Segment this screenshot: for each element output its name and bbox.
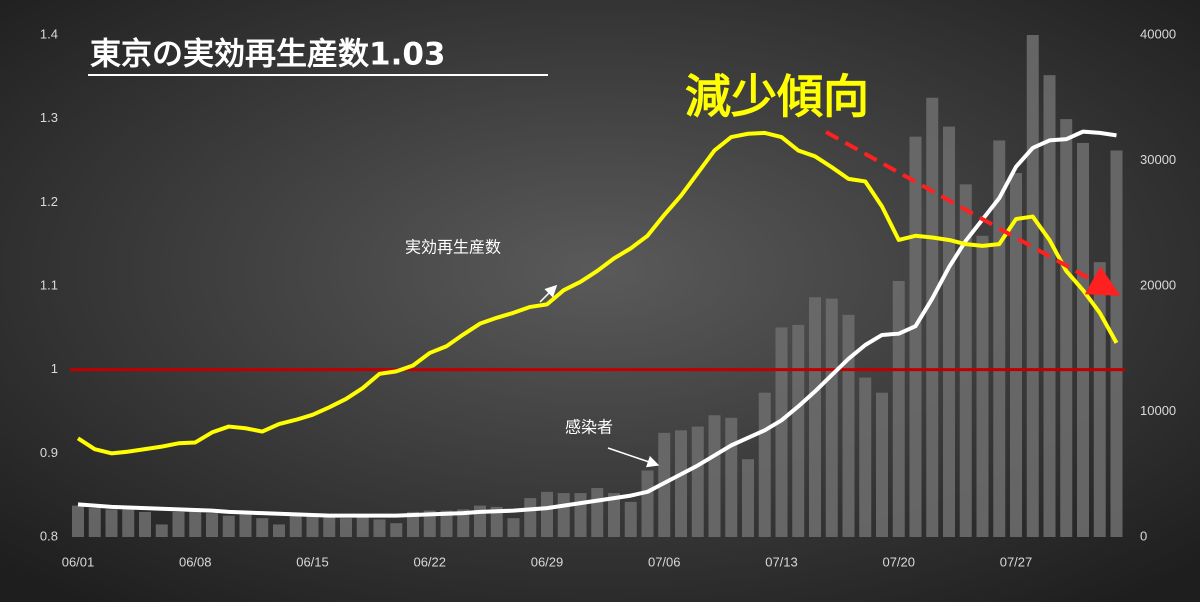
bar (1026, 35, 1039, 537)
bar (373, 519, 386, 537)
bar (122, 509, 135, 537)
bar (306, 514, 319, 537)
bar (1043, 75, 1056, 537)
x-tick-label: 06/15 (296, 554, 329, 569)
bar (758, 392, 771, 537)
chart-title: 東京の実効再生産数1.03 (90, 37, 446, 73)
bar (708, 415, 721, 537)
y-tick-label: 1.1 (40, 277, 58, 292)
bar (691, 426, 704, 537)
bar (842, 314, 855, 537)
y2-tick-label: 40000 (1140, 26, 1176, 41)
bar (323, 516, 336, 537)
y-tick-label: 1.4 (40, 26, 58, 41)
x-tick-label: 07/13 (765, 554, 798, 569)
bar (943, 126, 955, 538)
bar (1060, 119, 1073, 538)
y-tick-label: 0.9 (40, 445, 58, 460)
bar (356, 515, 369, 537)
bar (273, 524, 285, 537)
bar (792, 324, 805, 537)
bar (524, 498, 537, 537)
bar (976, 235, 989, 538)
y2-tick-label: 0 (1140, 528, 1147, 543)
bar (72, 505, 84, 537)
x-tick-label: 07/27 (1000, 554, 1033, 569)
bar (876, 392, 888, 537)
y-tick-label: 1 (51, 361, 58, 376)
bar (892, 280, 905, 537)
bar (742, 459, 754, 537)
bar (574, 493, 587, 537)
bar (507, 518, 520, 537)
bar (1093, 262, 1106, 537)
bar (390, 523, 403, 537)
x-tick-label: 06/29 (531, 554, 564, 569)
bar (959, 184, 972, 537)
y-tick-label: 1.2 (40, 194, 58, 209)
y-tick-label: 1.3 (40, 110, 58, 125)
bar (222, 515, 235, 537)
x-tick-label: 07/06 (648, 554, 681, 569)
bar (423, 510, 436, 537)
bar (239, 514, 252, 537)
y-tick-label: 0.8 (40, 528, 58, 543)
y2-tick-label: 10000 (1140, 403, 1176, 418)
cases-label-arrow (607, 447, 660, 468)
bar (206, 513, 218, 537)
bar (591, 488, 604, 537)
bar (256, 518, 269, 537)
bar (809, 297, 821, 537)
bar (1010, 173, 1022, 538)
bar (675, 430, 687, 537)
trend-annotation: 減少傾向 (685, 70, 869, 124)
rt-label-arrow (539, 284, 558, 303)
rt-label: 実効再生産数 (405, 238, 501, 257)
bar (490, 506, 503, 537)
bar (557, 493, 570, 537)
bar (88, 508, 101, 537)
trend-arrow (825, 130, 1121, 296)
bar (172, 511, 185, 537)
bar (624, 501, 637, 537)
line (77, 129, 1117, 518)
bar (289, 515, 302, 537)
bar (440, 510, 453, 537)
bar (457, 509, 470, 537)
bar (608, 493, 620, 537)
bar (155, 524, 168, 537)
x-tick-label: 06/01 (62, 554, 95, 569)
bar (825, 298, 838, 537)
x-tick-label: 06/22 (413, 554, 446, 569)
plot-area: 0.8 0.9 1 1.1 1.2 1.3 1.4 0 10000 20000 30000 40000… (40, 26, 1176, 569)
bar (139, 511, 151, 537)
bar (189, 510, 202, 537)
y2-tick-label: 20000 (1140, 277, 1176, 292)
bar (859, 377, 872, 537)
bar (541, 491, 553, 537)
x-tick-label: 06/08 (179, 554, 212, 569)
bar (641, 470, 654, 537)
bar (725, 417, 738, 537)
bar (407, 511, 419, 537)
bar (105, 509, 118, 537)
bar (1110, 150, 1123, 537)
line (76, 130, 1119, 456)
y2-tick-label: 30000 (1140, 152, 1176, 167)
bar (909, 136, 922, 537)
bar (1077, 142, 1089, 537)
bar (775, 327, 788, 537)
bar (340, 518, 352, 537)
bar (926, 97, 939, 537)
cases-label: 感染者 (565, 418, 613, 437)
x-tick-label: 07/20 (882, 554, 915, 569)
